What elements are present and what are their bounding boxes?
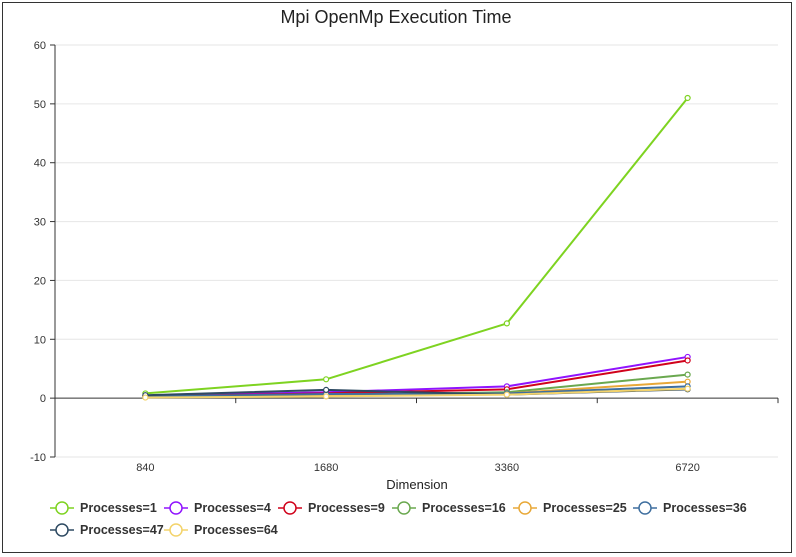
legend-item[interactable]: Processes=1 (50, 501, 157, 515)
x-axis-title: Dimension (386, 477, 447, 492)
y-tick-label: 30 (34, 217, 46, 229)
series-line (145, 385, 688, 398)
y-tick-label: 60 (34, 40, 46, 52)
x-tick-label: 840 (136, 462, 154, 474)
legend-label: Processes=36 (663, 501, 747, 515)
legend-item[interactable]: Processes=4 (164, 501, 271, 515)
y-tick-label: 40 (34, 158, 46, 170)
data-point[interactable] (323, 376, 330, 383)
data-point[interactable] (684, 371, 691, 378)
legend-swatch-marker (283, 501, 297, 515)
legend-swatch-marker (518, 501, 532, 515)
legend-label: Processes=16 (422, 501, 506, 515)
legend-item[interactable]: Processes=47 (50, 523, 164, 537)
legend-label: Processes=9 (308, 501, 385, 515)
legend-item[interactable]: Processes=16 (392, 501, 506, 515)
data-point[interactable] (684, 385, 691, 392)
legend-item[interactable]: Processes=64 (164, 523, 278, 537)
legend-item[interactable]: Processes=25 (513, 501, 627, 515)
legend: Processes=1 Processes=4 Processes=9 Process… (50, 501, 747, 537)
data-point[interactable] (684, 357, 691, 364)
series-line (145, 97, 689, 395)
legend-swatch-marker (397, 501, 411, 515)
data-point[interactable] (503, 391, 510, 398)
legend-item[interactable]: Processes=36 (633, 501, 747, 515)
x-tick-label: 3360 (495, 462, 519, 474)
y-tick-label: -10 (30, 452, 46, 464)
legend-swatch-marker (169, 501, 183, 515)
y-tick-label: 20 (34, 275, 46, 287)
legend-label: Processes=25 (543, 501, 627, 515)
data-point[interactable] (684, 94, 691, 102)
data-point[interactable] (323, 393, 330, 400)
legend-swatch-marker (55, 523, 69, 537)
y-tick-label: 50 (34, 99, 46, 111)
x-axis: 840 1680 3360 6720 (54, 397, 779, 474)
legend-item[interactable]: Processes=9 (278, 501, 385, 515)
data-point[interactable] (503, 320, 510, 327)
chart-title: Mpi OpenMp Execution Time (280, 7, 511, 27)
data-point[interactable] (323, 386, 330, 394)
data-point[interactable] (142, 394, 149, 401)
y-tick-label: 10 (34, 334, 46, 346)
x-tick-label: 6720 (675, 462, 699, 474)
legend-swatch-marker (638, 501, 652, 515)
y-axis: -10 0 10 20 30 40 50 60 (30, 40, 56, 464)
y-tick-label: 0 (40, 393, 46, 405)
series-layer (142, 94, 691, 401)
series-processes-64 (142, 385, 691, 401)
legend-swatch-marker (169, 523, 183, 537)
legend-label: Processes=47 (80, 523, 164, 537)
series-line (145, 387, 688, 399)
x-tick-label: 1680 (314, 462, 338, 474)
legend-label: Processes=1 (80, 501, 157, 515)
grid-lines (55, 44, 778, 458)
legend-label: Processes=4 (194, 501, 271, 515)
legend-label: Processes=64 (194, 523, 278, 537)
legend-swatch-marker (55, 501, 69, 515)
series-processes-1 (142, 94, 691, 397)
